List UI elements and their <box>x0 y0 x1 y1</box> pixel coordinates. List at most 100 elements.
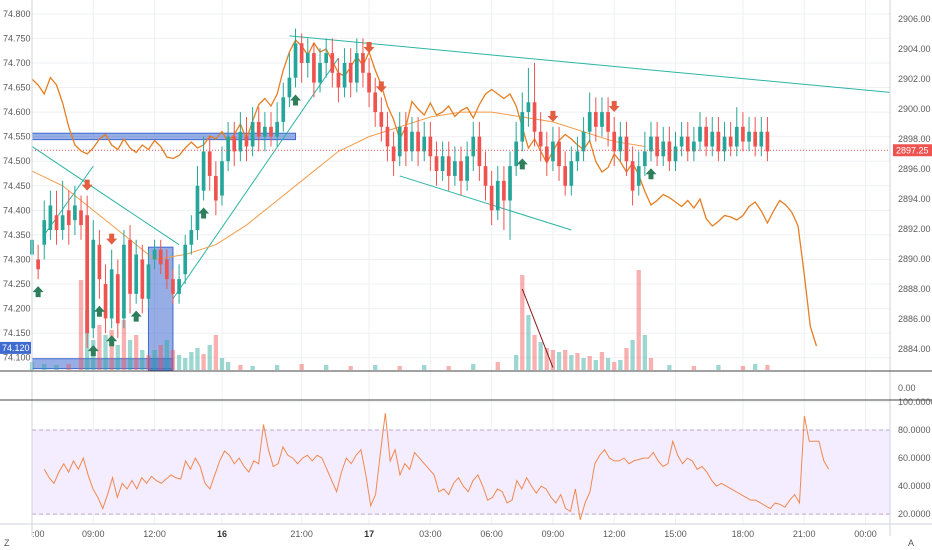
time-axis-tick-label: 00:00 <box>854 529 877 539</box>
candle-body <box>649 136 653 152</box>
left-axis-tick-label: 74.500 <box>3 156 31 166</box>
volume-bar <box>115 345 120 370</box>
rsi-axis-tick-label: 100.0000 <box>898 397 932 407</box>
candle <box>140 244 145 314</box>
candle-body <box>593 112 598 127</box>
candle-body <box>152 249 157 260</box>
candle <box>348 48 353 98</box>
candle-body <box>422 136 427 152</box>
candle <box>122 229 126 329</box>
timezone-button[interactable]: Z <box>4 538 10 548</box>
candle-body <box>612 131 617 152</box>
candle <box>477 121 482 181</box>
candle-body <box>195 185 200 230</box>
candle-body <box>532 102 537 132</box>
sell-signal-arrow <box>81 179 93 191</box>
candle <box>324 38 329 78</box>
volume-bar <box>189 352 194 370</box>
volume-bar <box>299 364 304 370</box>
volume-bar <box>691 366 697 370</box>
candle <box>471 121 476 172</box>
right-axis-tick-label: 2894.00 <box>898 194 931 204</box>
candle <box>109 249 114 329</box>
candle <box>459 146 463 196</box>
left-axis-tick-label: 74.600 <box>3 107 31 117</box>
candle <box>728 121 733 157</box>
volume-bar <box>140 350 145 370</box>
volume-bar <box>42 364 47 370</box>
right-axis-tick-label: 2904.00 <box>898 44 931 54</box>
candle <box>269 112 273 147</box>
volume-bar <box>612 362 617 370</box>
time-axis-tick-label: 03:00 <box>419 529 442 539</box>
candle <box>483 151 488 201</box>
candle-body <box>538 131 543 147</box>
candle <box>134 239 139 304</box>
falling-trendline <box>31 146 180 246</box>
candle <box>741 112 745 152</box>
candle <box>367 58 371 108</box>
volume-bar <box>550 350 556 370</box>
candle-body <box>342 62 347 88</box>
volume-bar <box>532 335 537 370</box>
candle-body <box>544 146 549 162</box>
volume-bar <box>753 364 758 370</box>
candle <box>422 121 427 162</box>
candle <box>428 121 433 172</box>
candle-body <box>471 136 476 157</box>
candle-body <box>171 279 175 294</box>
candle <box>759 116 764 157</box>
candle-body <box>624 136 629 162</box>
buy-signal-arrow <box>516 158 528 170</box>
candle-body <box>158 249 163 265</box>
candle-body <box>502 180 506 201</box>
candle <box>391 131 396 176</box>
candle <box>305 38 310 78</box>
volume-bar <box>195 348 200 370</box>
candle <box>502 166 506 230</box>
axis-labels: 74.800 74.750 74.700 74.650 74.600 74.550 74.5… <box>0 9 932 539</box>
candle-body <box>379 112 384 127</box>
candle-body <box>336 72 341 88</box>
candle <box>551 126 555 172</box>
candle <box>765 116 770 162</box>
es-overlay-path <box>31 38 818 347</box>
candle <box>643 131 647 176</box>
signal-arrows <box>32 42 657 357</box>
time-axis-tick-label: 06:00 <box>480 529 503 539</box>
volume-bar <box>587 356 592 370</box>
candle <box>54 190 59 245</box>
rsi-axis-tick-label: 60.0000 <box>898 453 931 463</box>
candle-body <box>759 131 764 147</box>
candle-body <box>446 156 451 176</box>
candle <box>544 131 549 176</box>
candle <box>158 239 163 275</box>
volume-bar <box>146 355 151 370</box>
volume-bar <box>127 340 133 370</box>
volume-bar <box>599 352 605 370</box>
candle-body <box>661 141 666 157</box>
candle <box>734 107 739 157</box>
volume-bar <box>78 280 84 370</box>
candle <box>275 102 279 147</box>
buy-signal-arrow <box>32 286 44 298</box>
candle <box>569 146 574 196</box>
candle-body <box>293 43 298 78</box>
candle-body <box>747 131 751 142</box>
volume-bar <box>373 365 378 370</box>
volume-bar <box>624 348 629 370</box>
vertical-zone <box>147 246 174 371</box>
candle-body <box>404 126 408 152</box>
candle-body <box>183 244 188 275</box>
rsi-band <box>32 430 890 515</box>
volume-bar <box>121 320 127 370</box>
left-axis-tick-label: 74.700 <box>3 58 31 68</box>
candle <box>250 107 255 157</box>
candle <box>593 97 598 142</box>
candle-body <box>54 215 59 230</box>
candle-body <box>189 229 194 245</box>
auto-scale-button[interactable]: A <box>908 538 914 548</box>
right-axis-tick-label: 2888.00 <box>898 284 931 294</box>
right-axis-tick-label: 2902.00 <box>898 74 931 84</box>
